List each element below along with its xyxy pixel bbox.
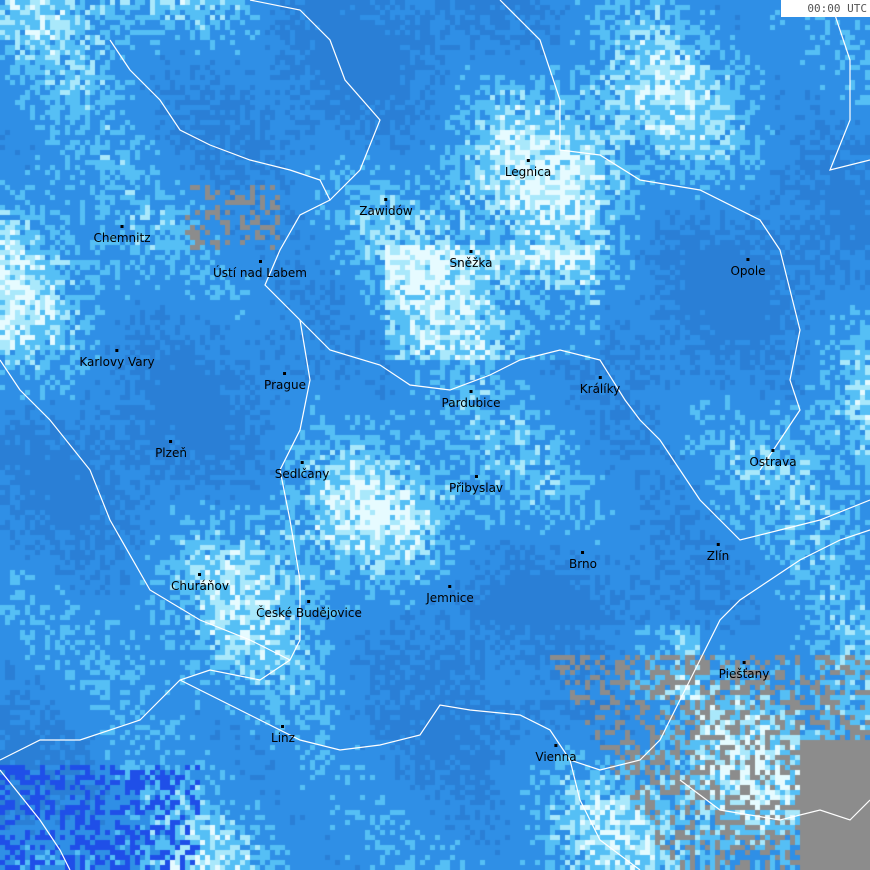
city-name: Piešťany xyxy=(718,667,770,681)
city-dot xyxy=(742,661,746,664)
city-label: Brno xyxy=(569,551,597,571)
city-name: Karlovy Vary xyxy=(79,355,155,369)
city-dot xyxy=(526,159,530,162)
city-label: Pardubice xyxy=(441,390,501,410)
city-dot xyxy=(474,475,478,478)
border-line xyxy=(679,779,870,821)
city-name: Sedlčany xyxy=(274,467,330,481)
city-name: Vienna xyxy=(535,750,577,764)
city-dot xyxy=(169,440,173,443)
city-name: Linz xyxy=(271,731,295,745)
city-label: České Budějovice xyxy=(256,600,362,620)
city-label: Ostrava xyxy=(749,449,797,469)
city-name: Ostrava xyxy=(749,455,797,469)
city-dot xyxy=(598,376,602,379)
city-dot xyxy=(448,585,452,588)
border-line xyxy=(0,319,311,661)
city-name: Zlín xyxy=(706,549,730,563)
border-line xyxy=(249,0,381,201)
city-dot xyxy=(115,349,119,352)
city-dot xyxy=(469,250,473,253)
city-name: Sněžka xyxy=(449,256,493,270)
border-line xyxy=(569,759,641,870)
city-dot xyxy=(716,543,720,546)
border-line xyxy=(0,659,291,761)
city-dot xyxy=(307,600,311,603)
city-dot xyxy=(746,258,750,261)
city-dot xyxy=(771,449,775,452)
city-label: Přibyslav xyxy=(449,475,503,495)
city-dot xyxy=(469,390,473,393)
city-dot xyxy=(300,461,304,464)
city-dot xyxy=(283,372,287,375)
city-dot xyxy=(281,725,285,728)
city-label: Churáňov xyxy=(171,573,229,593)
city-dot xyxy=(258,260,262,263)
city-label: Vienna xyxy=(535,744,577,764)
city-dot xyxy=(198,573,202,576)
city-name: Králíky xyxy=(579,382,621,396)
city-label: Karlovy Vary xyxy=(79,349,155,369)
city-label: Ústí nad Labem xyxy=(213,260,307,280)
city-label: Linz xyxy=(271,725,295,745)
city-label: Jemnice xyxy=(426,585,474,605)
city-label: Chemnitz xyxy=(94,225,151,245)
border-line xyxy=(499,0,801,471)
city-name: Legnica xyxy=(504,165,552,179)
city-label: Zlín xyxy=(706,543,730,563)
city-name: Churáňov xyxy=(171,579,229,593)
city-label: Prague xyxy=(264,372,306,392)
city-label: Legnica xyxy=(505,159,551,179)
city-label: Sněžka xyxy=(450,250,493,270)
city-name: Zawidów xyxy=(359,204,413,218)
city-label: Piešťany xyxy=(718,661,770,681)
city-name: Pardubice xyxy=(441,396,501,410)
city-name: Prague xyxy=(264,378,306,392)
city-name: Jemnice xyxy=(426,591,474,605)
city-dot xyxy=(384,198,388,201)
city-name: České Budějovice xyxy=(256,606,362,620)
city-name: Přibyslav xyxy=(448,481,504,495)
city-label: Opole xyxy=(730,258,766,278)
city-dot xyxy=(554,744,558,747)
city-name: Brno xyxy=(569,557,597,571)
city-name: Ústí nad Labem xyxy=(212,266,308,280)
city-dot xyxy=(120,225,124,228)
border-line xyxy=(829,0,870,171)
city-name: Chemnitz xyxy=(93,231,151,245)
city-label: Plzeň xyxy=(155,440,187,460)
city-name: Plzeň xyxy=(155,446,187,460)
timestamp-label: 00:00 UTC xyxy=(781,0,870,17)
city-label: Králíky xyxy=(580,376,620,396)
city-label: Zawidów xyxy=(359,198,413,218)
city-label: Sedlčany xyxy=(274,461,330,481)
border-line xyxy=(0,769,71,870)
city-dot xyxy=(581,551,585,554)
border-line xyxy=(109,39,870,541)
city-name: Opole xyxy=(730,264,766,278)
